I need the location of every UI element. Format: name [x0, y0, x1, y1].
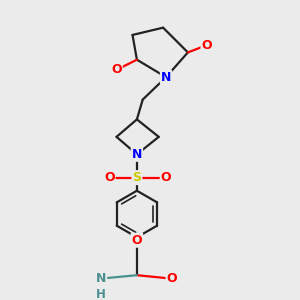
- Text: N: N: [132, 148, 142, 161]
- Text: O: O: [202, 39, 212, 52]
- Text: O: O: [161, 171, 171, 184]
- Text: N: N: [161, 71, 171, 84]
- Text: H: H: [96, 288, 106, 300]
- Text: N: N: [96, 272, 106, 285]
- Text: O: O: [104, 171, 115, 184]
- Text: O: O: [132, 234, 142, 247]
- Text: O: O: [167, 272, 177, 285]
- Text: S: S: [132, 171, 141, 184]
- Text: O: O: [111, 63, 122, 76]
